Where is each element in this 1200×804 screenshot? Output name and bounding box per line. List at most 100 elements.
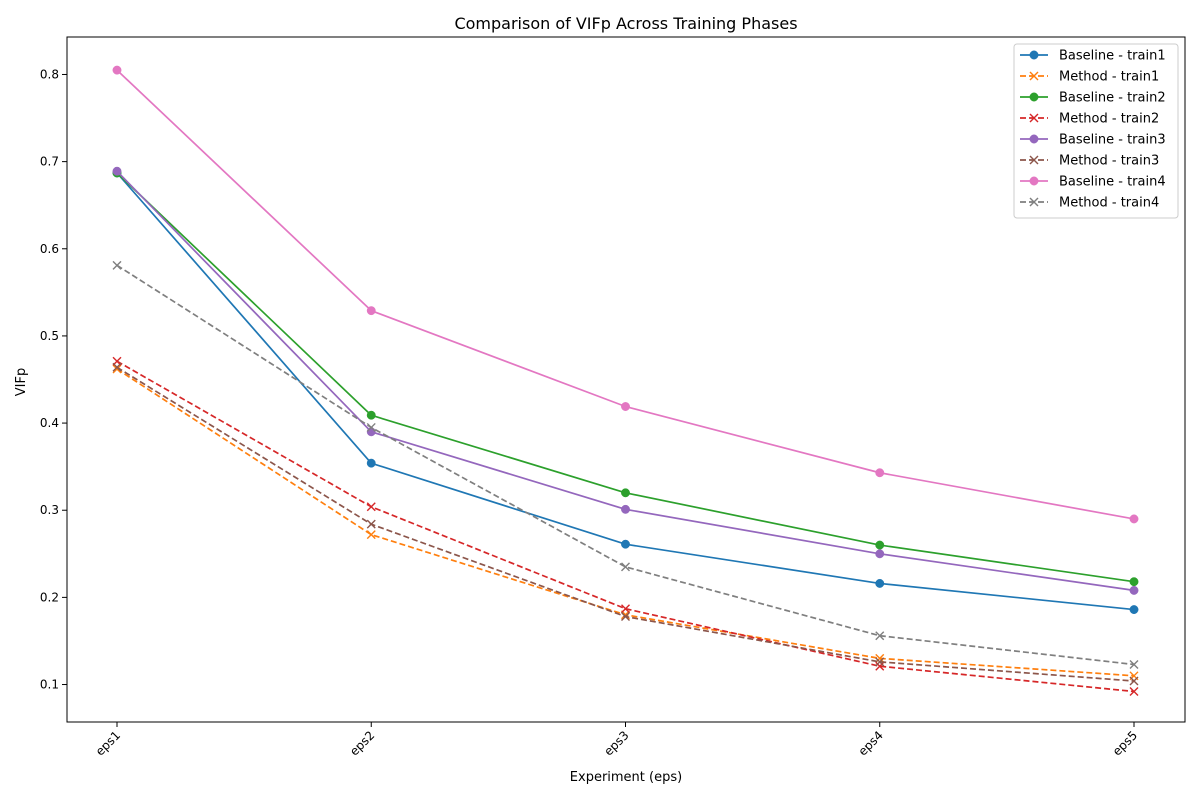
data-point: [112, 362, 122, 372]
data-point: [875, 631, 885, 641]
x-tick-label: eps2: [347, 728, 377, 758]
y-tick-label: 0.4: [40, 416, 59, 430]
legend-item: Baseline - train2: [1020, 91, 1166, 106]
legend-marker: [1029, 71, 1039, 81]
marker-stroke: [621, 562, 630, 572]
legend-marker: [1029, 50, 1039, 60]
marker-stroke: [621, 604, 630, 614]
marker-stroke: [1029, 155, 1039, 165]
series-line: [116, 69, 1135, 520]
series-line: [116, 366, 1135, 682]
y-tick-label: 0.5: [40, 329, 59, 343]
series-2: [112, 364, 1139, 681]
y-tick-label: 0.6: [40, 242, 59, 256]
data-point: [366, 502, 376, 512]
data-point: [1129, 585, 1139, 595]
data-point: [366, 458, 376, 468]
y-tick-label: 0.7: [40, 155, 59, 169]
legend-marker: [1029, 113, 1039, 123]
data-point: [875, 540, 885, 550]
data-point: [621, 402, 630, 411]
series-line: [116, 264, 1135, 666]
chart-title: Comparison of VIFp Across Training Phase…: [454, 14, 797, 33]
data-point: [1129, 577, 1139, 587]
marker-stroke: [621, 612, 630, 622]
data-point: [621, 504, 630, 514]
legend-item: Baseline - train4: [1020, 175, 1166, 190]
legend-label: Baseline - train2: [1059, 91, 1166, 106]
data-point: [875, 468, 885, 478]
data-point: [112, 166, 122, 176]
legend-item: Method - train3: [1020, 154, 1159, 169]
data-point: [875, 549, 885, 559]
legend-item: Baseline - train3: [1020, 133, 1166, 148]
legend-label: Method - train3: [1059, 154, 1159, 169]
y-tick-label: 0.8: [40, 67, 59, 81]
legend-label: Baseline - train1: [1059, 49, 1166, 64]
marker-stroke: [112, 364, 122, 374]
marker-stroke: [1129, 659, 1139, 669]
x-tick-label: eps5: [1110, 728, 1140, 758]
marker-stroke: [875, 657, 885, 667]
data-point: [112, 65, 122, 75]
legend: Baseline - train1 Method - train1 Baseline…: [1013, 43, 1179, 219]
data-point: [112, 260, 122, 270]
series-5: [112, 166, 1139, 595]
data-point: [1129, 514, 1139, 524]
marker-stroke: [1029, 113, 1039, 123]
marker-stroke: [875, 631, 885, 641]
legend-item: Baseline - train1: [1020, 49, 1166, 64]
series-1: [112, 168, 1139, 615]
data-point: [366, 519, 376, 529]
data-point: [621, 604, 630, 614]
data-point: [621, 562, 630, 572]
data-point: [621, 612, 630, 622]
marker-stroke: [1029, 197, 1039, 207]
plot-frame: [66, 36, 1186, 723]
legend-item: Method - train2: [1020, 112, 1159, 127]
marker-stroke: [1029, 71, 1039, 81]
legend-label: Baseline - train3: [1059, 133, 1166, 148]
legend-item: Method - train4: [1020, 196, 1159, 211]
x-axis-label: Experiment (eps): [570, 770, 682, 785]
legend-marker: [1029, 197, 1039, 207]
data-point: [1129, 676, 1139, 686]
data-point: [1129, 605, 1139, 615]
data-point: [1129, 659, 1139, 669]
legend-marker: [1029, 155, 1039, 165]
legend-item: Method - train1: [1020, 70, 1159, 85]
data-point: [621, 539, 630, 549]
plot-area: 0.1 0.2 0.3 0.4 0.5 0.6 0.7 0.8 eps1 eps2 eps3 eps4…: [40, 36, 1186, 759]
series-line: [116, 368, 1135, 677]
data-point: [875, 578, 885, 588]
x-tick-label: eps4: [856, 728, 886, 758]
series-6: [112, 362, 1139, 686]
marker-stroke: [1129, 687, 1139, 696]
legend-marker: [1029, 92, 1039, 102]
x-tick-label: eps3: [601, 728, 631, 758]
marker-stroke: [1129, 676, 1139, 686]
data-point: [1129, 687, 1139, 696]
data-point: [366, 410, 376, 420]
data-point: [366, 530, 376, 540]
y-axis-label: VIFp: [14, 368, 29, 396]
legend-marker: [1029, 134, 1039, 144]
data-point: [366, 427, 376, 437]
series-line: [116, 172, 1135, 583]
data-point: [875, 657, 885, 667]
data-point: [621, 488, 630, 498]
y-tick-label: 0.2: [40, 590, 59, 604]
marker-stroke: [366, 519, 376, 529]
legend-label: Baseline - train4: [1059, 175, 1166, 190]
marker-stroke: [366, 502, 376, 512]
legend-label: Method - train4: [1059, 196, 1159, 211]
y-tick-label: 0.1: [40, 678, 59, 692]
legend-box: [1013, 43, 1179, 219]
x-tick-label: eps1: [93, 728, 123, 758]
legend-marker: [1029, 176, 1039, 186]
legend-label: Method - train2: [1059, 112, 1159, 127]
marker-stroke: [366, 422, 376, 432]
series-8: [112, 260, 1139, 669]
